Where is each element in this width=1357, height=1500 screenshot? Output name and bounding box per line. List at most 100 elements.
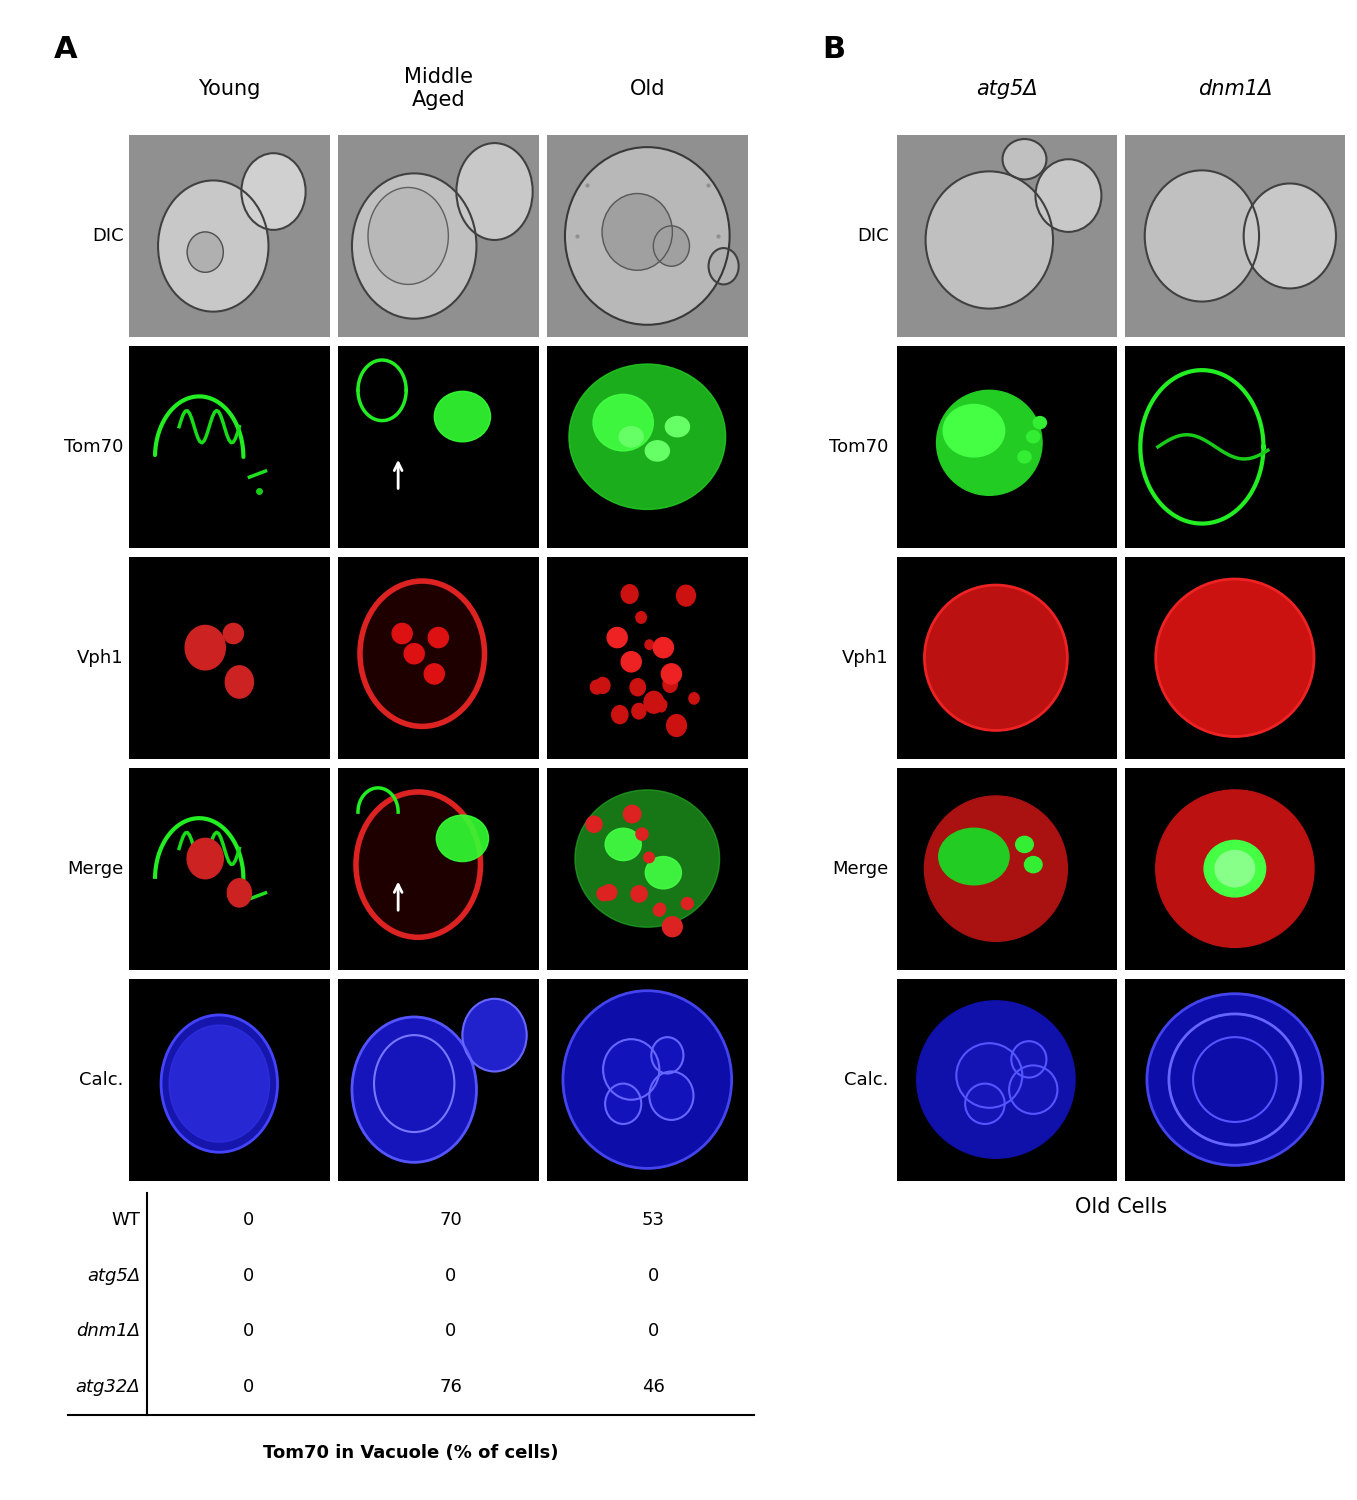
- Ellipse shape: [1147, 993, 1323, 1166]
- Ellipse shape: [225, 666, 254, 698]
- Text: 0: 0: [243, 1266, 254, 1284]
- Text: DIC: DIC: [858, 226, 889, 244]
- Text: 0: 0: [647, 1266, 660, 1284]
- Ellipse shape: [565, 147, 730, 326]
- Text: B: B: [822, 34, 845, 63]
- Ellipse shape: [636, 612, 646, 622]
- Ellipse shape: [586, 816, 603, 833]
- Ellipse shape: [662, 916, 683, 936]
- Text: dnm1Δ: dnm1Δ: [76, 1323, 140, 1341]
- Text: 76: 76: [440, 1377, 463, 1395]
- Ellipse shape: [646, 856, 681, 889]
- Ellipse shape: [425, 664, 444, 684]
- Ellipse shape: [356, 792, 480, 938]
- Ellipse shape: [658, 699, 666, 709]
- Ellipse shape: [563, 990, 731, 1168]
- Text: Middle
Aged: Middle Aged: [404, 68, 472, 110]
- Ellipse shape: [1027, 430, 1039, 442]
- Ellipse shape: [1156, 790, 1314, 948]
- Text: A: A: [54, 34, 77, 63]
- Ellipse shape: [657, 700, 666, 712]
- Ellipse shape: [651, 1036, 684, 1074]
- Text: Tom70: Tom70: [64, 438, 123, 456]
- Ellipse shape: [612, 705, 628, 723]
- Ellipse shape: [170, 1024, 270, 1142]
- Ellipse shape: [649, 1071, 693, 1120]
- Ellipse shape: [643, 852, 654, 862]
- Ellipse shape: [1243, 183, 1337, 288]
- Ellipse shape: [655, 903, 665, 914]
- Ellipse shape: [228, 879, 251, 908]
- Ellipse shape: [157, 180, 269, 312]
- Ellipse shape: [1204, 840, 1266, 897]
- Text: Merge: Merge: [68, 859, 123, 877]
- Ellipse shape: [632, 704, 646, 718]
- Text: Vph1: Vph1: [843, 648, 889, 666]
- Text: Calc.: Calc.: [844, 1071, 889, 1089]
- Ellipse shape: [605, 828, 642, 861]
- Text: 0: 0: [243, 1377, 254, 1395]
- Ellipse shape: [661, 664, 681, 684]
- Ellipse shape: [224, 624, 243, 644]
- Ellipse shape: [429, 627, 448, 648]
- Ellipse shape: [161, 1016, 278, 1152]
- Ellipse shape: [351, 1017, 476, 1162]
- Ellipse shape: [187, 232, 224, 273]
- Ellipse shape: [653, 904, 665, 916]
- Text: Merge: Merge: [833, 859, 889, 877]
- Text: WT: WT: [111, 1212, 140, 1230]
- Text: 0: 0: [243, 1212, 254, 1230]
- Ellipse shape: [622, 585, 638, 603]
- Text: 0: 0: [647, 1323, 660, 1341]
- Ellipse shape: [404, 644, 425, 664]
- Ellipse shape: [1035, 159, 1102, 232]
- Ellipse shape: [434, 392, 490, 442]
- Ellipse shape: [575, 790, 719, 927]
- Ellipse shape: [593, 394, 653, 451]
- Ellipse shape: [925, 171, 1053, 309]
- Ellipse shape: [1010, 1065, 1057, 1114]
- Text: Calc.: Calc.: [79, 1071, 123, 1089]
- Text: atg5Δ: atg5Δ: [87, 1266, 140, 1284]
- Text: Young: Young: [198, 78, 261, 99]
- Ellipse shape: [601, 885, 617, 900]
- Text: 53: 53: [642, 1212, 665, 1230]
- Ellipse shape: [569, 364, 726, 510]
- Ellipse shape: [924, 585, 1068, 730]
- Text: atg5Δ: atg5Δ: [976, 78, 1038, 99]
- Ellipse shape: [623, 806, 641, 824]
- Text: 46: 46: [642, 1377, 665, 1395]
- Ellipse shape: [917, 1000, 1075, 1158]
- Text: 70: 70: [440, 1212, 461, 1230]
- Ellipse shape: [603, 1040, 660, 1100]
- Ellipse shape: [1011, 1041, 1046, 1077]
- Ellipse shape: [681, 897, 693, 909]
- Ellipse shape: [1003, 140, 1046, 180]
- Ellipse shape: [590, 680, 603, 694]
- Ellipse shape: [943, 405, 1004, 457]
- Ellipse shape: [187, 839, 224, 879]
- Ellipse shape: [605, 1083, 642, 1124]
- Ellipse shape: [1156, 579, 1314, 736]
- Ellipse shape: [603, 194, 673, 270]
- Text: dnm1Δ: dnm1Δ: [1198, 78, 1272, 99]
- Ellipse shape: [1215, 850, 1255, 886]
- Ellipse shape: [636, 828, 649, 840]
- Ellipse shape: [360, 580, 484, 726]
- Text: Vph1: Vph1: [77, 648, 123, 666]
- Ellipse shape: [664, 676, 677, 693]
- Ellipse shape: [437, 815, 489, 861]
- Ellipse shape: [645, 692, 664, 712]
- Ellipse shape: [924, 796, 1068, 942]
- Ellipse shape: [653, 226, 689, 266]
- Text: Old Cells: Old Cells: [1075, 1197, 1167, 1216]
- Ellipse shape: [936, 390, 1042, 495]
- Ellipse shape: [1033, 417, 1046, 429]
- Ellipse shape: [185, 626, 225, 670]
- Text: 0: 0: [445, 1323, 456, 1341]
- Ellipse shape: [631, 886, 647, 902]
- Ellipse shape: [351, 174, 476, 318]
- Text: Old: Old: [630, 78, 665, 99]
- Text: atg32Δ: atg32Δ: [75, 1377, 140, 1395]
- Ellipse shape: [1018, 452, 1031, 464]
